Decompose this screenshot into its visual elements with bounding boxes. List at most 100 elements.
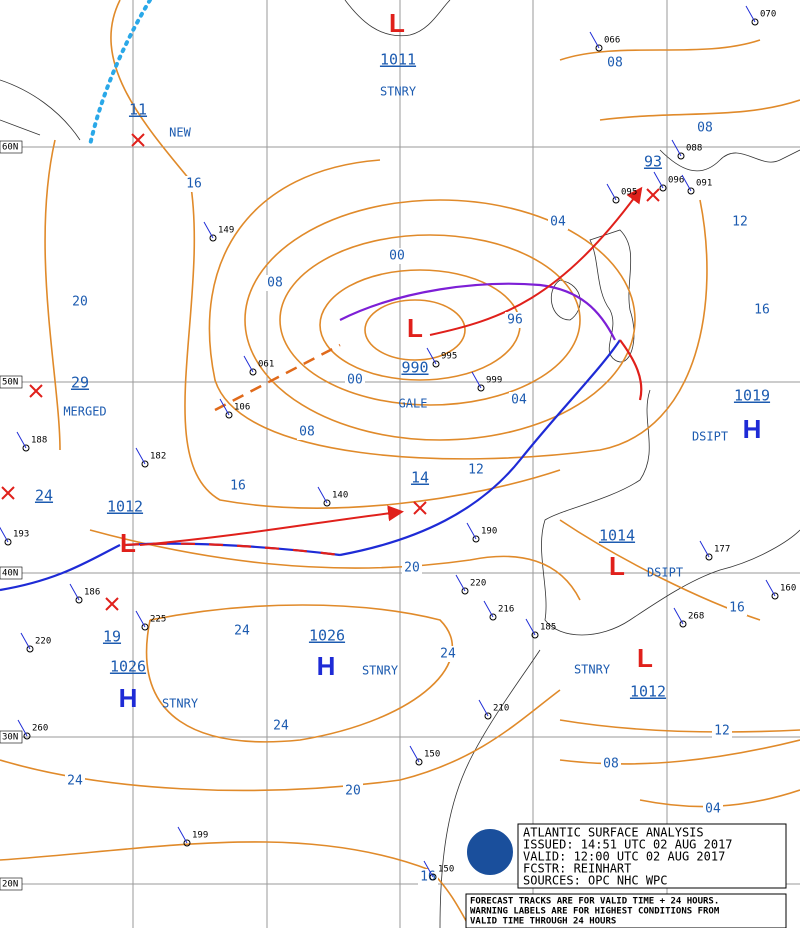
fronts [0, 0, 643, 592]
isobar-label-bg [184, 176, 204, 192]
station-pressure: 268 [688, 612, 704, 622]
stationary-front [124, 542, 341, 557]
station-circle [415, 758, 423, 766]
legend-box [465, 823, 787, 928]
station-pressure: 199 [192, 831, 208, 841]
station-circle [323, 499, 331, 507]
station-circle [771, 592, 779, 600]
center-pressure: 1012 [107, 498, 143, 516]
info-line: FCSTR: REINHART [523, 862, 631, 876]
wind-barb [243, 355, 254, 373]
wind-barb [466, 522, 477, 540]
station-pressure: 150 [438, 865, 454, 875]
low-marker [1, 486, 15, 500]
isobar-label-bg [548, 214, 568, 230]
wind-barb [681, 174, 692, 192]
ice-edge [88, 0, 152, 147]
station-circle [612, 196, 620, 204]
isobar-label: 08 [267, 276, 283, 291]
wind-barb [525, 618, 536, 636]
isobar [559, 739, 800, 765]
center-symbol: L [120, 528, 136, 558]
low-marker [131, 133, 145, 147]
station-pressure: 066 [604, 36, 620, 46]
info-line: ATLANTIC SURFACE ANALYSIS [523, 826, 704, 840]
center-pressure: 1014 [599, 527, 635, 545]
isobar-label-bg [387, 248, 407, 264]
station-pressure: 160 [780, 584, 796, 594]
isobar-label: 00 [389, 249, 405, 264]
center-symbol: L [637, 643, 653, 673]
wind-barb [219, 398, 230, 416]
footnote-line: VALID TIME THROUGH 24 HOURS [470, 917, 616, 927]
wind-barb [0, 526, 9, 543]
station-circle [141, 460, 149, 468]
isobar-label-bg [505, 312, 525, 328]
isobar [145, 604, 453, 743]
scandinavia-coast [659, 149, 800, 172]
isobar-label: 20 [404, 561, 420, 576]
station-circle [484, 712, 492, 720]
low-marker [29, 384, 43, 398]
station-pressure: 186 [84, 588, 100, 598]
isobar-label: 20 [345, 784, 361, 799]
latitude-label: 50N [2, 378, 18, 388]
station-circle [751, 18, 759, 26]
station-circle [22, 444, 30, 452]
track [429, 186, 643, 336]
isobar [279, 234, 581, 406]
isobar [244, 199, 636, 441]
station-pressure: 070 [760, 10, 776, 20]
station-pressure: 106 [234, 403, 250, 413]
isobar-label: 04 [550, 215, 566, 230]
station-circle [209, 234, 217, 242]
station-pressure: 216 [498, 605, 514, 615]
lat-box [0, 140, 23, 154]
station-pressure: 177 [714, 545, 730, 555]
station-circle [687, 187, 695, 195]
center-pressure: 19 [103, 628, 121, 646]
isobar-label-bg [703, 801, 723, 817]
isobar-label: 12 [714, 724, 730, 739]
africa-coast [439, 649, 541, 928]
isobar-label-bg [265, 275, 285, 291]
isobar-label: 24 [67, 774, 83, 789]
station-pressure: 140 [332, 491, 348, 501]
wind-barb [589, 31, 600, 49]
isobar-label: 24 [234, 624, 250, 639]
station-circle [705, 553, 713, 561]
isobar-label: 12 [468, 463, 484, 478]
wind-barb [135, 610, 146, 628]
station-circle [429, 873, 437, 881]
center-pressure: 14 [411, 469, 429, 487]
station-circle [26, 645, 34, 653]
isobar-label: 24 [273, 719, 289, 734]
wind-barb [203, 221, 214, 239]
isobar-label: 20 [72, 295, 88, 310]
latitude-label: 40N [2, 569, 18, 579]
isobar-label: 96 [507, 313, 523, 328]
isobar-label-bg [605, 55, 625, 71]
station-circle [531, 631, 539, 639]
isobar [559, 719, 800, 733]
center-symbol: H [119, 683, 138, 713]
isobar-label-bg [727, 600, 747, 616]
isobar-label: 08 [607, 56, 623, 71]
center-pressure: 1026 [110, 658, 146, 676]
station-circle [489, 613, 497, 621]
station-pressure: 095 [621, 188, 637, 198]
wind-barb [673, 607, 684, 625]
isobar-label-bg [466, 462, 486, 478]
isobar-label-bg [730, 214, 750, 230]
wind-barb [653, 171, 664, 189]
station-circle [679, 620, 687, 628]
wind-barb [177, 826, 188, 844]
station-circle [477, 384, 485, 392]
station-circle [595, 44, 603, 52]
isobar-label-bg [228, 478, 248, 494]
iberia-coast [541, 389, 800, 636]
station-circle [23, 732, 31, 740]
isobar-label: 16 [420, 870, 436, 885]
isobar-label: 08 [697, 121, 713, 136]
